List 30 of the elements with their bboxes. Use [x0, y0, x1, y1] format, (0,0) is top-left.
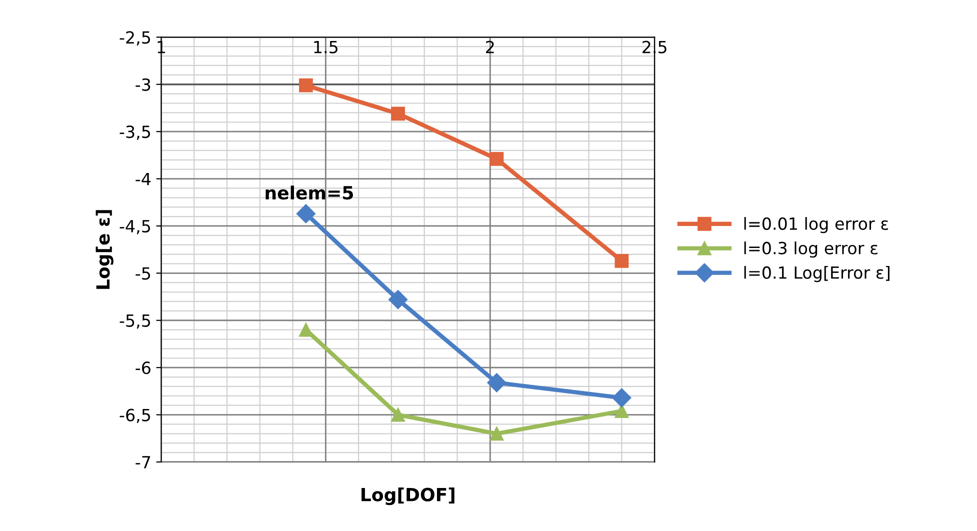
legend-label: l=0.01 log error ε [744, 217, 888, 234]
point [490, 426, 504, 441]
legend-label: l=0.1 Log[Error ε] [744, 266, 890, 282]
y-tick-label: -5,5 [120, 314, 150, 329]
y-tick-label: -3 [136, 78, 150, 91]
point [487, 373, 506, 392]
x-axis-title: Log[DOF] [362, 487, 454, 506]
y-tick-label: -4,5 [120, 220, 150, 234]
annotation: nelem=5 [266, 186, 353, 200]
point [614, 254, 629, 268]
y-tick-label: -4 [136, 172, 151, 186]
legend-label: l=0.3 log error ε [744, 242, 878, 258]
point [391, 408, 405, 422]
x-tick-label: 1.5 [314, 40, 338, 54]
point [298, 78, 313, 92]
point [612, 388, 632, 408]
y-tick-label: -6,5 [120, 408, 150, 424]
point [298, 322, 313, 337]
y-tick-label: -7 [136, 456, 150, 468]
point [490, 152, 504, 166]
point [391, 106, 405, 121]
y-tick-label: -2,5 [120, 31, 150, 46]
point [296, 204, 316, 224]
y-axis-title: Log[e ε] [96, 210, 114, 289]
point [388, 290, 408, 310]
y-tick-label: -6 [136, 362, 150, 374]
y-tick-label: -3,5 [120, 126, 150, 140]
point [614, 404, 629, 418]
y-tick-label: -5 [136, 267, 150, 280]
x-tick-label: 2 [486, 40, 494, 54]
